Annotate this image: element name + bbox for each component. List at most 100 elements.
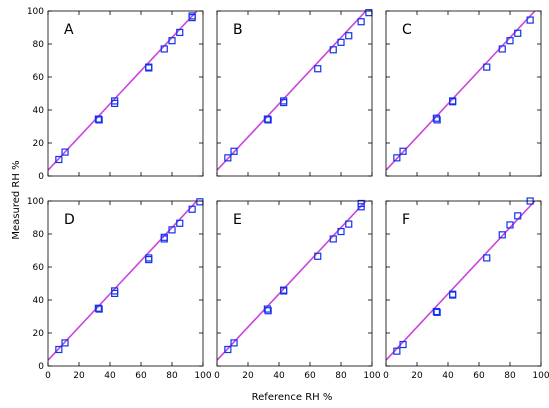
x-axis-label: Reference RH % <box>252 392 333 403</box>
data-point <box>329 46 337 54</box>
y-tick-label: 80 <box>33 40 45 50</box>
data-point <box>168 37 176 45</box>
data-point <box>95 305 103 313</box>
x-tick-label: 100 <box>194 371 211 381</box>
data-point <box>514 212 522 220</box>
fit-line <box>217 11 367 171</box>
data-point <box>432 114 440 122</box>
data-point <box>399 147 407 155</box>
data-point <box>176 28 184 37</box>
y-tick-label: 60 <box>33 263 45 273</box>
axes-frame <box>47 200 204 367</box>
data-point <box>111 97 119 105</box>
y-tick-label: 20 <box>33 329 45 339</box>
x-tick-label: 40 <box>442 371 454 381</box>
panel-b: B <box>216 9 373 177</box>
data-point <box>188 205 196 213</box>
data-point <box>337 227 345 236</box>
data-point <box>345 32 353 40</box>
panel-label: F <box>402 212 410 228</box>
data-point <box>94 115 102 123</box>
panel-label: C <box>402 22 412 38</box>
data-point <box>345 220 353 228</box>
axes-frame <box>47 10 204 177</box>
y-tick-label: 0 <box>38 172 44 182</box>
panel-label: B <box>233 22 243 38</box>
data-point <box>357 18 365 26</box>
fit-line <box>386 201 536 361</box>
data-point <box>337 38 345 46</box>
data-point <box>168 226 176 234</box>
axes-frame <box>216 10 373 177</box>
panel-f: 0 20 40 60 80 100 F <box>383 197 549 381</box>
data-point <box>145 63 153 71</box>
y-tick-label: 60 <box>33 73 45 83</box>
panel-label: D <box>64 212 75 228</box>
panel-e: 0 20 40 60 80 100 E <box>214 199 381 381</box>
x-tick-label: 100 <box>532 371 549 381</box>
data-point <box>224 154 232 162</box>
data-point <box>263 115 271 123</box>
data-point <box>263 305 271 313</box>
panel-label: A <box>64 22 74 38</box>
x-tick-label: 80 <box>504 371 516 381</box>
data-point <box>506 37 514 45</box>
data-point <box>224 345 232 354</box>
axes-frame <box>385 200 542 367</box>
data-point <box>145 255 153 264</box>
data-point <box>230 147 238 155</box>
axes-frame <box>385 10 542 177</box>
x-tick-label: 0 <box>214 371 220 381</box>
y-tick-label: 40 <box>33 296 45 306</box>
y-tick-label: 100 <box>27 197 44 207</box>
data-point <box>393 347 401 355</box>
panel-d: 0 20 40 60 80 100 0 20 40 60 80 100 D <box>27 197 212 381</box>
y-tick-label: 0 <box>38 362 44 372</box>
data-point <box>280 97 288 105</box>
data-point <box>264 116 272 124</box>
data-point <box>264 307 272 315</box>
data-point <box>393 154 401 162</box>
x-tick-label: 40 <box>273 371 285 381</box>
x-tick-label: 40 <box>104 371 116 381</box>
data-point <box>433 308 441 316</box>
data-point <box>188 12 196 20</box>
data-point <box>449 290 457 298</box>
x-tick-label: 80 <box>335 371 347 381</box>
axes-frame <box>216 200 373 367</box>
x-tick-label: 20 <box>411 371 423 381</box>
data-point <box>357 199 365 208</box>
y-axis-label: Measured RH % <box>11 160 22 239</box>
data-point <box>160 233 168 241</box>
y-tick-label: 40 <box>33 106 45 116</box>
data-point <box>329 235 337 243</box>
y-tick-label: 20 <box>33 139 45 149</box>
data-point <box>314 65 322 73</box>
data-point <box>55 345 63 354</box>
y-tick-label: 100 <box>27 7 44 17</box>
data-point <box>160 45 168 53</box>
data-point <box>432 307 440 316</box>
data-point <box>55 155 63 164</box>
data-point <box>61 339 69 347</box>
data-point <box>498 45 506 53</box>
data-point <box>498 231 506 239</box>
data-point <box>314 252 322 260</box>
x-tick-label: 20 <box>242 371 254 381</box>
data-point <box>111 287 119 295</box>
x-tick-label: 0 <box>383 371 389 381</box>
data-point <box>176 219 184 227</box>
data-point <box>94 304 102 312</box>
x-tick-label: 60 <box>135 371 147 381</box>
panel-c: C <box>385 10 542 177</box>
x-tick-label: 20 <box>73 371 85 381</box>
data-point <box>399 340 407 349</box>
x-tick-label: 60 <box>304 371 316 381</box>
data-point <box>95 116 103 124</box>
data-point <box>514 29 522 37</box>
data-point <box>230 339 238 347</box>
data-point <box>145 254 153 262</box>
data-point <box>506 221 514 229</box>
